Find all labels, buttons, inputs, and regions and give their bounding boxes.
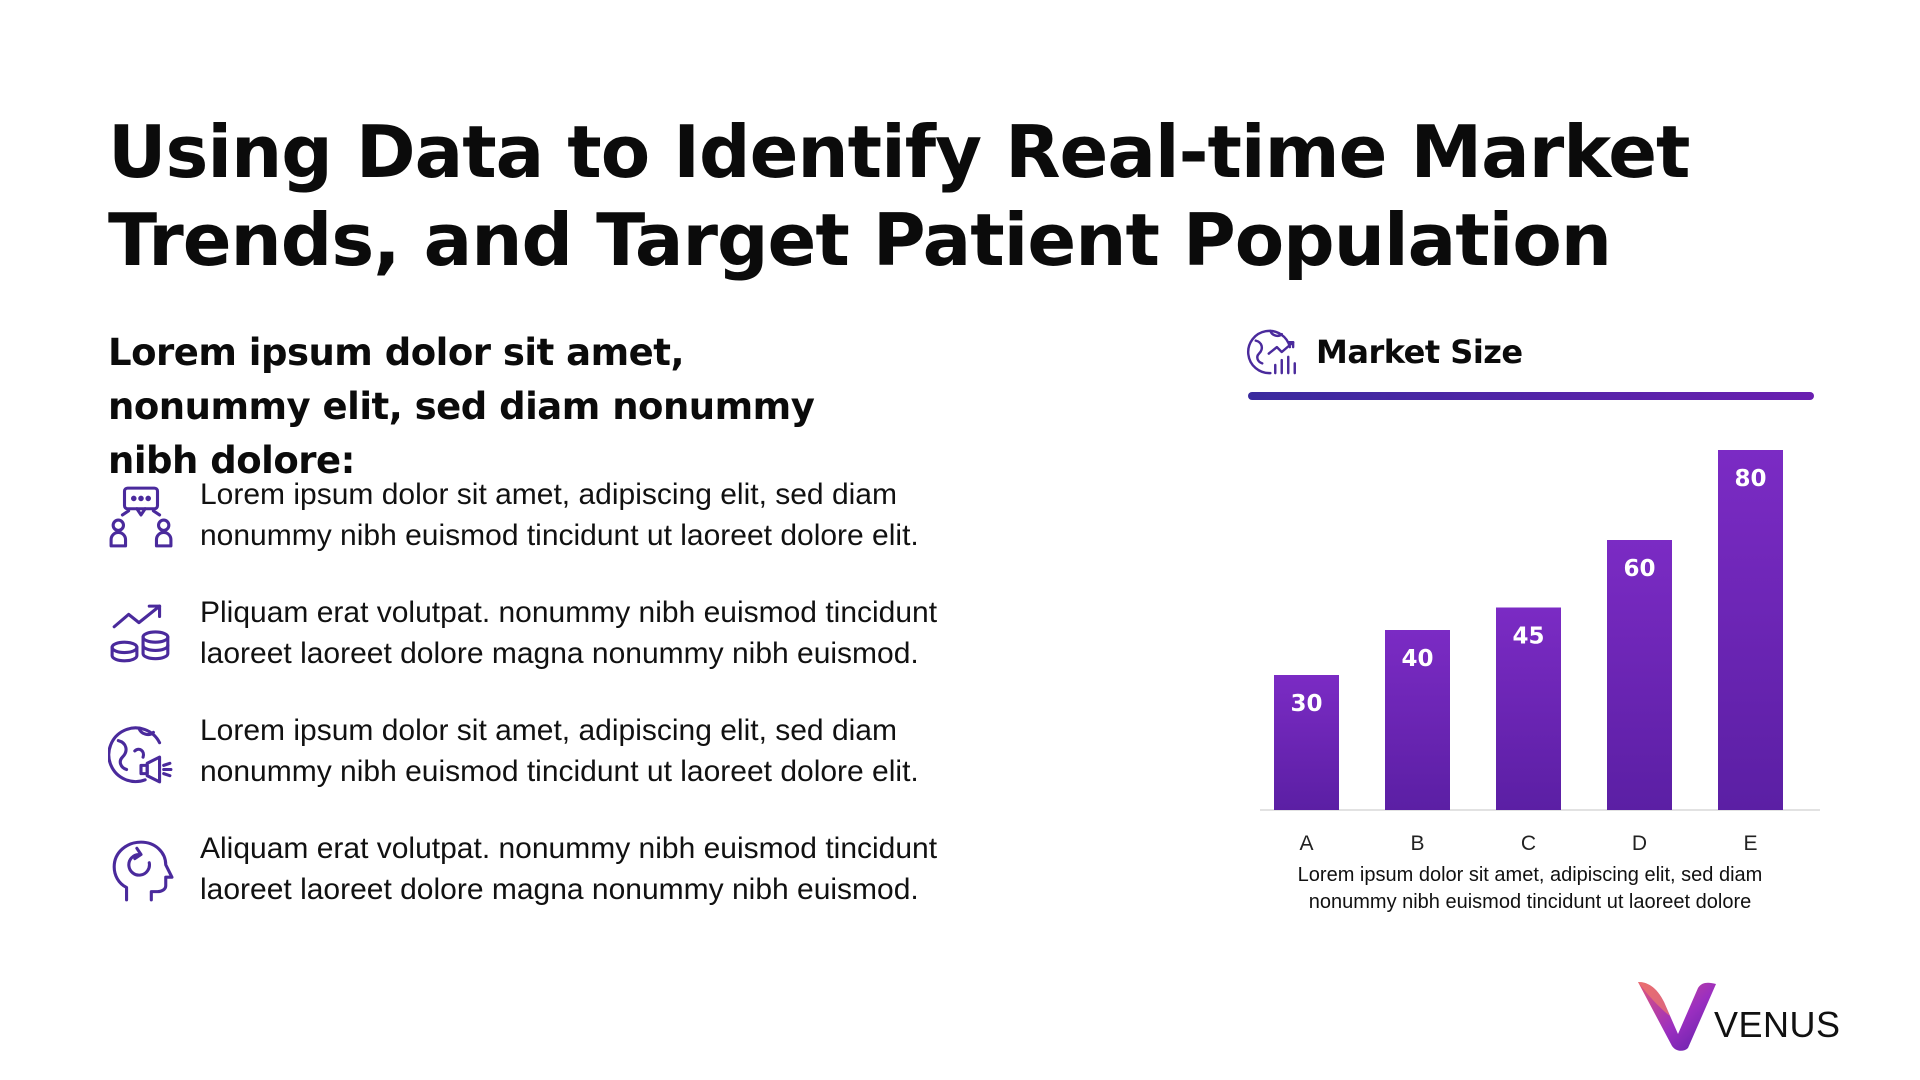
bullet-item: Lorem ipsum dolor sit amet, adipiscing e… (108, 474, 1028, 558)
bar-C (1496, 607, 1561, 810)
bullet-item: Pliquam erat volutpat. nonummy nibh euis… (108, 592, 1028, 676)
globe-chart-icon (1246, 329, 1296, 375)
bar-D (1607, 540, 1672, 810)
bar-chart: 30 A 40 B 45 C 60 D 80 E (1260, 450, 1820, 855)
bullet-text: Lorem ipsum dolor sit amet, adipiscing e… (200, 478, 919, 552)
bar-value-label: 45 (1512, 624, 1544, 650)
people-discussion-icon (109, 486, 173, 548)
bullet-text: Aliquam erat volutpat. nonummy nibh euis… (200, 832, 938, 906)
bullet-list: Lorem ipsum dolor sit amet, adipiscing e… (108, 474, 1028, 946)
bullet-item: Lorem ipsum dolor sit amet, adipiscing e… (108, 710, 1028, 794)
bar-value-label: 80 (1734, 466, 1766, 492)
x-tick-label: C (1521, 832, 1536, 855)
slide-title: Using Data to Identify Real-time Market … (108, 110, 1690, 282)
coins-growth-icon (110, 604, 170, 663)
venus-v-logo-icon (1638, 982, 1716, 1051)
x-tick-label: A (1299, 832, 1313, 855)
bar-value-label: 60 (1623, 556, 1655, 582)
chart-header: Market Size (1246, 326, 1523, 378)
slide-subtitle: Lorem ipsum dolor sit amet, nonummy elit… (108, 331, 815, 482)
bar-A (1274, 675, 1339, 810)
chart-title: Market Size (1316, 333, 1523, 371)
x-tick-label: B (1410, 832, 1424, 855)
bar-B (1385, 630, 1450, 810)
chart-caption: Lorem ipsum dolor sit amet, adipiscing e… (1297, 864, 1763, 913)
bar-value-label: 40 (1401, 646, 1433, 672)
x-tick-label: E (1743, 832, 1757, 855)
globe-megaphone-icon (108, 726, 173, 784)
bullet-text: Lorem ipsum dolor sit amet, adipiscing e… (200, 714, 919, 788)
bar-value-label: 30 (1290, 691, 1322, 717)
chart-title-underline (1248, 392, 1814, 400)
bullet-text: Pliquam erat volutpat. nonummy nibh euis… (200, 596, 938, 670)
logo-text: VENUS (1714, 1004, 1841, 1045)
venus-logo: VENUS (1636, 980, 1841, 1052)
bullet-item: Aliquam erat volutpat. nonummy nibh euis… (108, 828, 1028, 912)
bar-E (1718, 450, 1783, 810)
x-tick-label: D (1632, 832, 1647, 855)
head-refresh-icon (112, 840, 174, 902)
